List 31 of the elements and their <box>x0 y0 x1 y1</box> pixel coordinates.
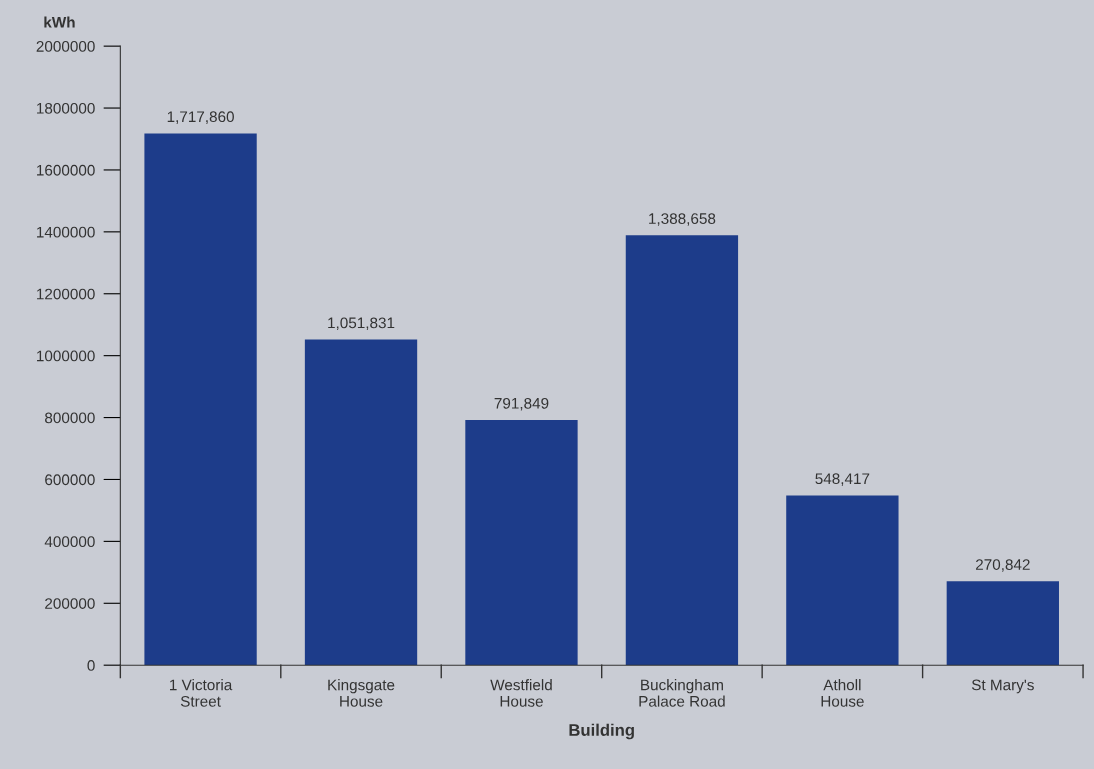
y-tick-label: 0 <box>87 660 95 671</box>
y-tick-label: 400000 <box>44 536 95 548</box>
y-tick-label: 2000000 <box>36 41 95 52</box>
y-tick-label: 1400000 <box>37 226 95 238</box>
data-label: 548,417 <box>815 473 870 486</box>
x-axis-title: Building <box>569 723 634 740</box>
x-tick-label: St Mary's <box>971 679 1034 694</box>
data-label: 1,717,860 <box>167 111 234 124</box>
data-label: 1,388,658 <box>649 213 716 226</box>
y-axis-title: kWh <box>44 16 75 28</box>
data-label: 270,842 <box>975 559 1030 572</box>
x-tick-label: Atholl House <box>821 679 864 707</box>
bar <box>786 495 899 666</box>
x-tick-label: Buckingham Palace Road <box>639 679 725 707</box>
bar <box>465 420 578 666</box>
x-tick-label: 1 Victoria Street <box>170 679 233 707</box>
y-tick-label: 1600000 <box>37 164 95 176</box>
y-tick-label: 1000000 <box>37 350 95 362</box>
y-tick-label: 1200000 <box>37 288 95 300</box>
data-label: 1,051,831 <box>328 317 395 331</box>
x-tick-label: Westfield House <box>490 679 552 707</box>
y-tick-label: 200000 <box>45 598 95 609</box>
bar <box>946 581 1059 666</box>
y-tick-label: 600000 <box>45 474 95 486</box>
y-tick-label: 1800000 <box>37 102 95 114</box>
data-label: 791,849 <box>494 397 549 411</box>
bar <box>144 133 257 666</box>
bar <box>625 235 739 666</box>
bar <box>304 339 418 666</box>
x-tick-label: Kingsgate House <box>328 679 395 707</box>
y-tick-label: 800000 <box>45 412 95 424</box>
